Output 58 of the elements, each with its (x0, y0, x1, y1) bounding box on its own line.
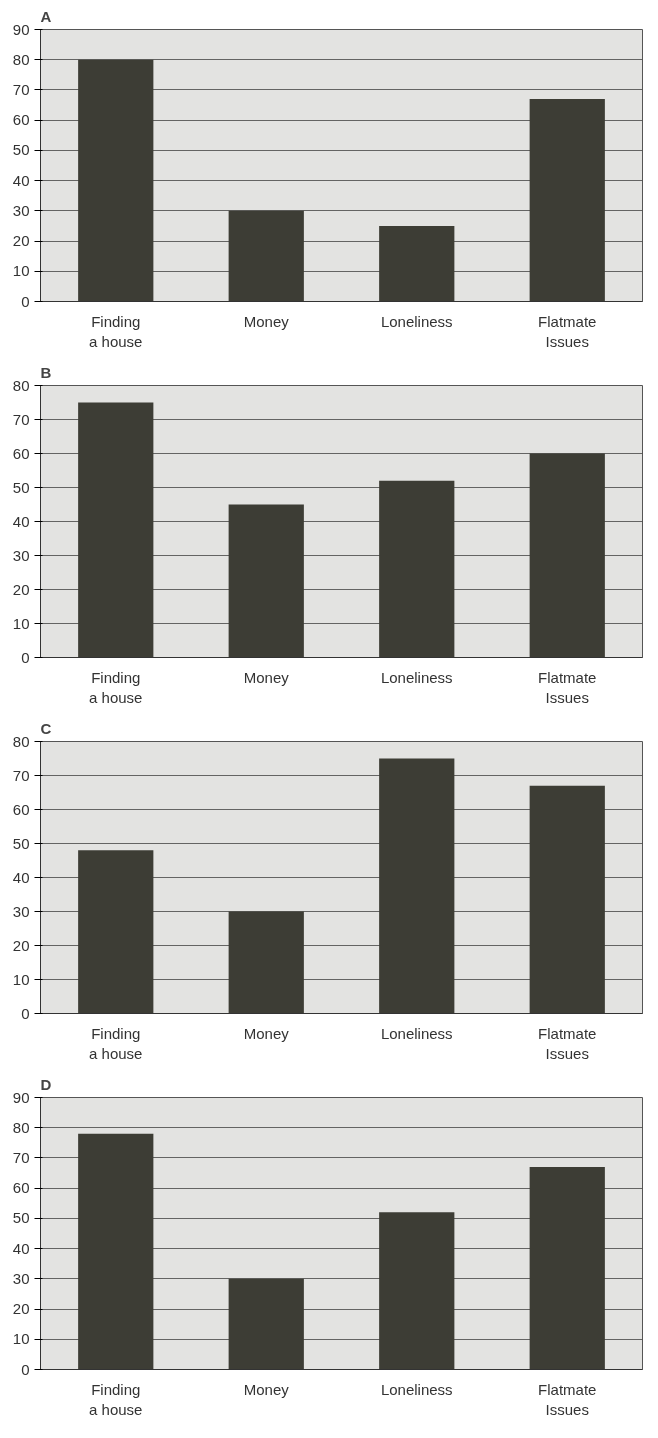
chart-title: C (40, 719, 52, 737)
y-tick-label: 20 (12, 232, 30, 250)
x-tick-label: Money (243, 1024, 290, 1042)
x-tick-label: Finding a house (89, 312, 143, 350)
y-tick-label: 80 (12, 732, 30, 750)
y-tick-label: 10 (12, 970, 30, 988)
y-tick-label: 70 (12, 410, 30, 428)
y-tick-label: 80 (12, 50, 30, 68)
x-tick-label: Flatmate Issues (538, 312, 597, 350)
x-tick-label: Money (243, 1380, 290, 1398)
y-tick-label: 60 (12, 111, 30, 129)
y-tick-label: 50 (12, 834, 30, 852)
x-tick-label: Loneliness (380, 1380, 453, 1398)
y-tick-label: 20 (12, 936, 30, 954)
x-tick-label: Loneliness (380, 1024, 453, 1042)
y-tick-label: 70 (12, 1148, 30, 1166)
x-tick-label: Flatmate Issues (538, 1024, 597, 1062)
y-tick-label: 40 (12, 1239, 30, 1257)
y-tick-label: 10 (12, 614, 30, 632)
x-tick-label: Finding a house (89, 668, 143, 706)
x-tick-label: Flatmate Issues (538, 1380, 597, 1418)
y-tick-label: 50 (12, 1209, 30, 1227)
y-tick-label: 90 (12, 20, 30, 38)
x-tick-label: Finding a house (89, 1380, 143, 1418)
y-tick-label: 10 (12, 262, 30, 280)
y-tick-label: 20 (12, 580, 30, 598)
chart-title: A (40, 7, 52, 25)
y-tick-label: 60 (12, 800, 30, 818)
x-tick-label: Loneliness (380, 312, 453, 330)
y-tick-label: 30 (12, 902, 30, 920)
x-tick-label: Loneliness (380, 668, 453, 686)
x-tick-label: Money (243, 668, 290, 686)
y-tick-label: 0 (21, 648, 30, 666)
y-tick-label: 40 (12, 512, 30, 530)
chart-title: B (40, 363, 52, 381)
y-tick-label: 0 (21, 1360, 30, 1378)
y-tick-label: 60 (12, 444, 30, 462)
y-tick-label: 40 (12, 171, 30, 189)
y-tick-label: 60 (12, 1179, 30, 1197)
y-tick-label: 80 (12, 376, 30, 394)
chart-title: D (40, 1075, 52, 1093)
y-tick-label: 20 (12, 1300, 30, 1318)
y-tick-label: 50 (12, 141, 30, 159)
y-tick-label: 10 (12, 1330, 30, 1348)
y-tick-label: 50 (12, 478, 30, 496)
x-tick-label: Money (243, 312, 290, 330)
y-tick-label: 0 (21, 292, 30, 310)
y-tick-label: 70 (12, 766, 30, 784)
y-tick-label: 40 (12, 868, 30, 886)
y-tick-label: 90 (12, 1088, 30, 1106)
y-tick-label: 30 (12, 201, 30, 219)
y-tick-label: 30 (12, 546, 30, 564)
y-tick-label: 30 (12, 1269, 30, 1287)
x-tick-label: Flatmate Issues (538, 668, 597, 706)
y-tick-label: 70 (12, 80, 30, 98)
y-tick-label: 80 (12, 1118, 30, 1136)
x-tick-label: Finding a house (89, 1024, 143, 1062)
y-tick-label: 0 (21, 1004, 30, 1022)
